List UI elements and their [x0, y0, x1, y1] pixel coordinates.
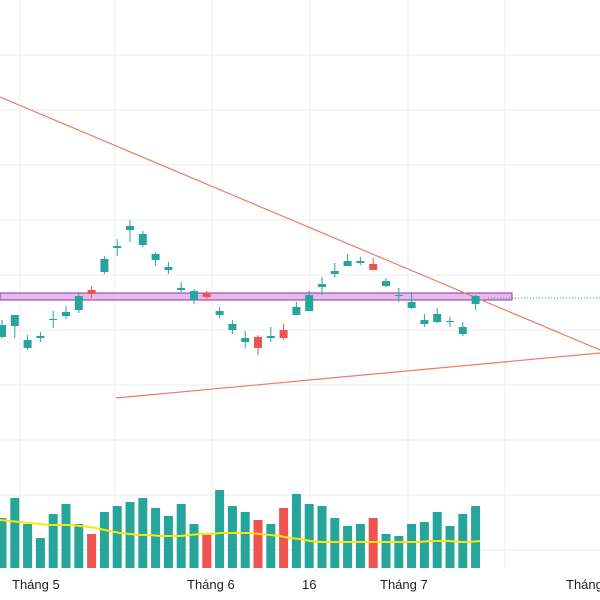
candle-body [126, 226, 134, 230]
lower-trendline [115, 352, 600, 399]
volume-ma-line [0, 519, 481, 543]
volume-bars [0, 490, 481, 568]
volume-bar [266, 524, 276, 568]
volume-bar [279, 508, 289, 568]
candle-body [266, 336, 275, 338]
volume-bar [202, 534, 212, 568]
volume-bar [23, 524, 33, 568]
candle-body [458, 327, 467, 334]
volume-bar [99, 512, 109, 568]
candle-body [113, 246, 122, 248]
candle-body [279, 330, 288, 338]
candle-body [151, 254, 160, 260]
volume-bar [253, 520, 263, 568]
volume-bar [317, 506, 327, 568]
volume-bar [215, 490, 225, 568]
volume-bar [35, 538, 45, 568]
x-tick-label: Tháng 5 [12, 577, 60, 592]
volume-bar [189, 524, 199, 568]
triangle-trendlines [0, 96, 600, 399]
candle-body [241, 338, 250, 342]
volume-moving-average [0, 519, 481, 543]
candle-body [49, 319, 58, 320]
candle-body [87, 290, 96, 294]
volume-bar [227, 506, 237, 568]
volume-bar [74, 524, 84, 568]
volume-bar [407, 524, 417, 568]
volume-bar [87, 534, 97, 568]
candle-body [10, 315, 19, 326]
candle-body [202, 293, 211, 297]
candle-body [254, 337, 262, 348]
volume-bar [471, 506, 481, 568]
candle-body [0, 325, 6, 337]
volume-bar [112, 506, 122, 568]
volume-bar [381, 534, 391, 568]
candle-body [407, 302, 416, 308]
grid-lines [0, 0, 600, 568]
candle-body [164, 267, 173, 270]
candle-body [36, 336, 45, 338]
candle-body [369, 264, 378, 270]
x-axis: Tháng 5 Tháng 6 16 Tháng 7 Tháng [12, 577, 600, 592]
candle-body [23, 340, 32, 348]
price-candles [0, 220, 480, 355]
candle-body [471, 296, 480, 304]
resistance-zone [0, 292, 513, 301]
resistance-zone-rect [0, 292, 513, 301]
upper-trendline [0, 96, 600, 351]
volume-bar [138, 498, 148, 568]
volume-bar [419, 522, 429, 568]
candle-body [62, 312, 70, 316]
volume-bar [355, 524, 365, 568]
volume-bar [291, 494, 301, 568]
volume-bar [304, 504, 314, 568]
candle-body [305, 295, 314, 311]
candle-body [420, 320, 429, 324]
volume-bar [0, 518, 7, 568]
volume-bar [240, 512, 250, 568]
candle-body [100, 259, 109, 272]
candle-body [190, 291, 198, 300]
candle-body [343, 261, 352, 266]
volume-bar [445, 526, 455, 568]
volume-bar [394, 536, 404, 568]
candle-body [382, 281, 390, 286]
candle-body [356, 261, 365, 263]
candle-body [318, 284, 326, 287]
candle-body [446, 321, 454, 322]
volume-bar [163, 516, 173, 568]
candle-body [228, 324, 237, 330]
volume-bar [343, 526, 353, 568]
x-tick-label: Tháng [566, 577, 600, 592]
candle-body [215, 311, 224, 315]
volume-bar [10, 498, 20, 568]
candle-body [177, 288, 186, 290]
x-tick-label: 16 [302, 577, 316, 592]
candle-body [74, 296, 83, 310]
candle-body [138, 234, 147, 245]
x-tick-label: Tháng 6 [187, 577, 235, 592]
candle-body [394, 295, 403, 296]
volume-bar [151, 508, 161, 568]
candle-body [433, 314, 442, 322]
x-tick-label: Tháng 7 [380, 577, 428, 592]
candle-body [330, 271, 339, 274]
volume-bar [61, 504, 71, 568]
candle-body [292, 307, 301, 315]
volume-bar [48, 514, 58, 568]
